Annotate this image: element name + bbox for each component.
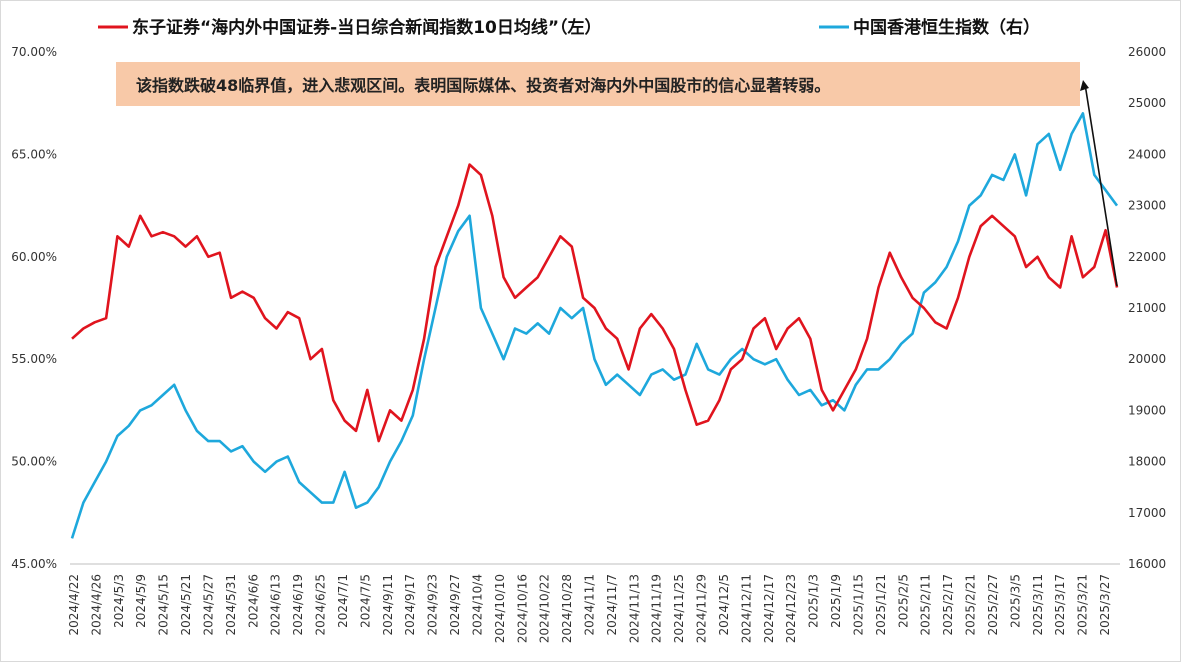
x-tick-label: 2024/11/13 [627,574,641,643]
x-tick-label: 2024/9/11 [381,574,395,636]
x-tick-label: 2024/5/31 [224,574,238,636]
x-tick-label: 2024/4/26 [89,574,103,636]
annotation-background [116,62,1080,106]
right-tick-label: 26000 [1128,45,1166,59]
right-tick-label: 19000 [1128,403,1166,417]
x-tick-label: 2024/9/23 [426,574,440,636]
x-tick-label: 2024/5/15 [157,574,171,636]
x-tick-label: 2024/12/5 [717,574,731,636]
x-tick-label: 2024/12/23 [784,574,798,643]
x-tick-label: 2024/7/5 [358,574,372,628]
x-tick-label: 2025/2/5 [896,574,910,628]
x-tick-label: 2025/1/15 [851,574,865,636]
x-tick-label: 2025/3/21 [1076,574,1090,636]
news-index-line [71,163,1119,443]
right-tick-label: 23000 [1128,199,1166,213]
right-tick-label: 21000 [1128,301,1166,315]
annotation-box: 该指数跌破48临界值，进入悲观区间。表明国际媒体、投资者对海内外中国股市的信心显… [116,62,1080,106]
annotation-text: 该指数跌破48临界值，进入悲观区间。表明国际媒体、投资者对海内外中国股市的信心显… [136,76,830,95]
x-tick-label: 2024/12/11 [739,574,753,643]
x-tick-label: 2024/6/19 [291,574,305,636]
right-tick-label: 18000 [1128,455,1166,469]
right-tick-label: 25000 [1128,96,1166,110]
x-tick-label: 2024/5/9 [134,574,148,628]
right-axis-ticks: 16000 17000 18000 19000 20000 21000 22000 23000… [1128,45,1166,571]
x-tick-label: 2024/12/17 [762,574,776,643]
right-tick-label: 22000 [1128,250,1166,264]
x-tick-label: 2024/11/7 [605,574,619,636]
x-tick-label: 2024/9/27 [448,574,462,636]
legend: 东子证券“海内外中国证券-当日综合新闻指数10日均线”（左） 中国香港恒生指数（… [98,17,1040,38]
x-tick-label: 2024/6/25 [314,574,328,636]
legend-label-hang-seng: 中国香港恒生指数（右） [853,17,1040,38]
x-tick-label: 2024/10/16 [515,574,529,643]
annotation-arrow [1080,80,1118,287]
right-tick-label: 16000 [1128,557,1166,571]
right-tick-label: 24000 [1128,147,1166,161]
x-tick-label: 2025/1/21 [874,574,888,636]
arrow-shaft [1084,83,1118,287]
x-axis-ticks: 2024/4/22 2024/4/26 2024/5/3 2024/5/9 2024/5… [67,574,1112,643]
arrow-head [1080,80,1089,91]
x-tick-label: 2025/3/11 [1031,574,1045,636]
legend-label-news-index: 东子证券“海内外中国证券-当日综合新闻指数10日均线”（左） [132,17,602,38]
x-tick-label: 2025/3/5 [1008,574,1022,628]
x-tick-label: 2024/11/29 [695,574,709,643]
left-tick-label: 45.00% [11,557,57,571]
x-tick-label: 2024/9/17 [403,574,417,636]
x-tick-label: 2024/6/6 [246,574,260,628]
x-tick-label: 2024/10/22 [538,574,552,643]
x-tick-label: 2024/11/19 [650,574,664,643]
x-tick-label: 2024/10/10 [493,574,507,643]
right-tick-label: 17000 [1128,506,1166,520]
left-tick-label: 55.00% [11,352,57,366]
x-tick-label: 2024/11/25 [672,574,686,643]
x-tick-label: 2024/7/1 [336,574,350,628]
left-tick-label: 50.00% [11,455,57,469]
hang-seng-index-line [70,112,1119,539]
x-tick-label: 2025/3/17 [1053,574,1067,636]
x-tick-label: 2024/11/1 [583,574,597,636]
x-tick-label: 2024/5/3 [112,574,126,628]
left-tick-label: 60.00% [11,250,57,264]
left-axis-ticks: 45.00% 50.00% 55.00% 60.00% 65.00% 70.00% [11,45,57,571]
x-tick-label: 2025/2/21 [964,574,978,636]
left-tick-label: 70.00% [11,45,57,59]
x-tick-label: 2025/2/17 [941,574,955,636]
x-tick-label: 2025/1/9 [829,574,843,628]
x-tick-label: 2025/1/3 [807,574,821,628]
x-tick-label: 2025/2/27 [986,574,1000,636]
x-tick-label: 2025/3/27 [1098,574,1112,636]
x-tick-label: 2024/10/4 [470,574,484,636]
right-tick-label: 20000 [1128,352,1166,366]
x-tick-label: 2024/4/22 [67,574,81,636]
x-tick-label: 2025/2/11 [919,574,933,636]
left-tick-label: 65.00% [11,147,57,161]
x-tick-label: 2024/10/28 [560,574,574,643]
x-tick-label: 2024/5/21 [179,574,193,636]
x-tick-label: 2024/5/27 [201,574,215,636]
x-tick-label: 2024/6/13 [269,574,283,636]
